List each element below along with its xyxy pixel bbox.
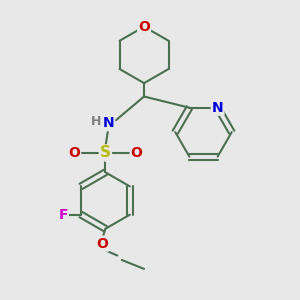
Text: O: O [131, 146, 142, 160]
Text: O: O [68, 146, 80, 160]
Text: N: N [212, 101, 224, 115]
Text: S: S [100, 146, 111, 160]
Text: F: F [58, 208, 68, 222]
Text: H: H [91, 115, 102, 128]
Text: O: O [97, 237, 108, 250]
Text: N: N [103, 116, 114, 130]
Text: O: O [138, 20, 150, 34]
